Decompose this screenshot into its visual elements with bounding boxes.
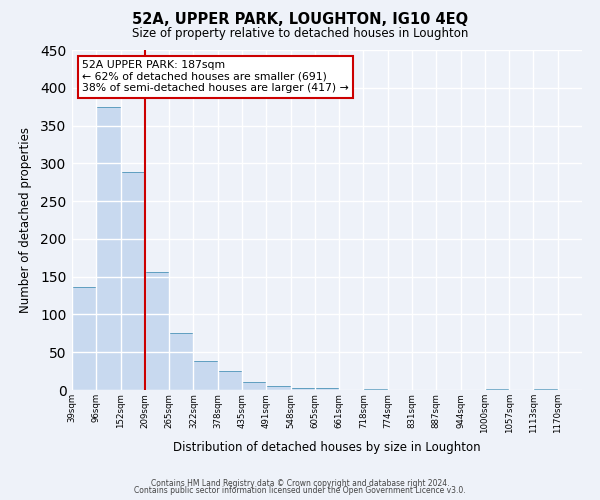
Bar	[121, 172, 145, 390]
Text: Contains public sector information licensed under the Open Government Licence v3: Contains public sector information licen…	[134, 486, 466, 495]
Bar	[266, 386, 290, 390]
Text: 52A, UPPER PARK, LOUGHTON, IG10 4EQ: 52A, UPPER PARK, LOUGHTON, IG10 4EQ	[132, 12, 468, 28]
Text: Contains HM Land Registry data © Crown copyright and database right 2024.: Contains HM Land Registry data © Crown c…	[151, 478, 449, 488]
Bar	[242, 382, 266, 390]
Bar	[169, 334, 193, 390]
Text: Size of property relative to detached houses in Loughton: Size of property relative to detached ho…	[132, 28, 468, 40]
Bar	[364, 389, 388, 390]
Bar	[218, 371, 242, 390]
Text: 52A UPPER PARK: 187sqm
← 62% of detached houses are smaller (691)
38% of semi-de: 52A UPPER PARK: 187sqm ← 62% of detached…	[82, 60, 349, 94]
Bar	[533, 389, 557, 390]
Bar	[315, 388, 340, 390]
Bar	[72, 287, 97, 390]
Bar	[193, 362, 218, 390]
Bar	[97, 108, 121, 390]
X-axis label: Distribution of detached houses by size in Loughton: Distribution of detached houses by size …	[173, 442, 481, 454]
Bar	[145, 272, 169, 390]
Y-axis label: Number of detached properties: Number of detached properties	[19, 127, 32, 313]
Bar	[485, 389, 509, 390]
Bar	[290, 388, 315, 390]
